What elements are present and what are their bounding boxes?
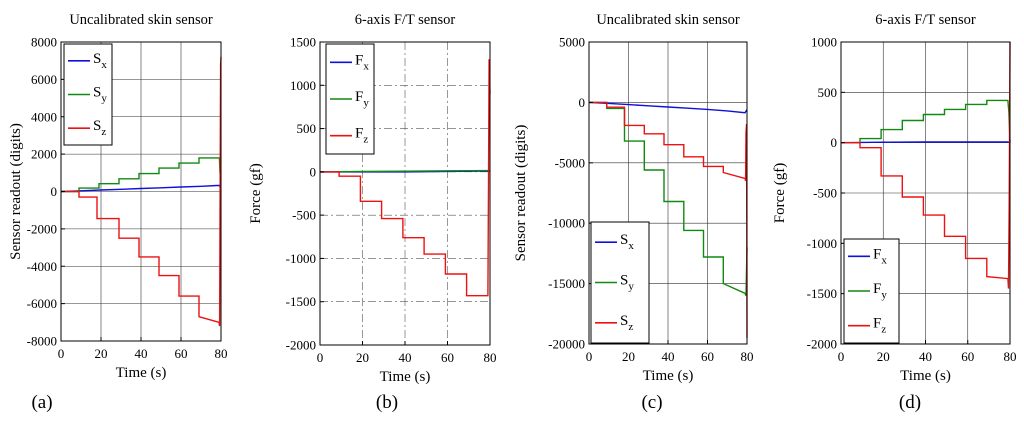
x-tick-label: 40 [399,350,412,365]
panel-label: (a) [31,392,52,413]
y-axis-label: Sensor readout (digits) [8,123,24,260]
x-tick-label: 60 [175,346,188,361]
chart-panel-c: Uncalibrated skin sensor 0 20 40 60 80 -20000 -… [513,12,754,413]
x-tick-label: 20 [95,346,108,361]
chart-panel-b: 6-axis F/T sensor 0 20 40 60 80 -2000 -1500 -100… [248,12,497,413]
chart-title: 6-axis F/T sensor [875,12,976,28]
y-tick-label: 0 [831,135,838,150]
legend-label-y: Fy [355,89,369,109]
x-tick-label: 60 [441,350,454,365]
y-tick-label: -500 [292,208,316,223]
x-tick-label: 40 [662,349,675,364]
chart-panel-a: Uncalibrated skin sensor 0 20 40 60 80 -8000 -6… [8,12,228,413]
legend-label-z: Fz [873,316,886,336]
x-axis-label: Time (s) [380,369,431,385]
x-tick-label: 60 [701,349,714,364]
y-tick-label: -5000 [555,155,585,170]
chart-panel-d: 6-axis F/T sensor 0 20 40 60 80 -2000 -1500 -100… [772,12,1017,413]
legend-label-y: Sy [93,85,107,105]
y-tick-label: -1500 [807,286,837,301]
series-line-z [589,101,748,339]
y-tick-label: -15000 [548,276,585,291]
y-tick-label: -2000 [286,338,316,353]
legend-label-y: Fy [873,281,887,301]
y-tick-label: -1000 [807,236,837,251]
y-tick-label: 5000 [559,35,585,50]
legend-label-x: Sx [93,51,107,71]
x-tick-label: 80 [1004,349,1017,364]
legend-label-x: Sx [620,232,634,252]
x-tick-label: 0 [586,349,593,364]
series-line-y [841,99,1011,144]
x-axis-label: Time (s) [116,365,167,381]
y-tick-label: 0 [310,164,317,179]
legend-label-z: Fz [355,126,368,146]
series-line-z [320,59,491,297]
y-tick-label: -8000 [27,334,57,349]
y-tick-label: 1000 [811,35,837,50]
chart-title: 6-axis F/T sensor [355,12,456,28]
y-tick-label: 4000 [31,109,57,124]
y-tick-label: -1500 [286,294,316,309]
x-tick-label: 80 [215,346,228,361]
legend-label-x: Fx [355,52,369,72]
y-tick-label: 0 [579,95,586,110]
y-axis-label: Force (gf) [248,163,264,223]
panel-label: (d) [899,392,921,413]
y-tick-label: -20000 [548,337,585,352]
x-tick-label: 0 [317,350,324,365]
y-tick-label: 500 [297,121,317,136]
legend: Sx Sy Sz [590,221,650,344]
legend: Fx Fy Fz [843,238,900,344]
y-tick-label: 500 [818,85,838,100]
y-tick-label: -500 [813,186,837,201]
legend-label-y: Sy [620,273,634,293]
legend-label-z: Sz [93,118,106,138]
x-tick-label: 80 [741,349,754,364]
x-tick-label: 0 [58,346,65,361]
y-tick-label: -1000 [286,251,316,266]
series-line-x [840,141,1011,144]
x-tick-label: 40 [135,346,148,361]
x-tick-label: 80 [484,350,497,365]
y-axis-label: Force (gf) [772,163,788,223]
x-tick-label: 20 [622,349,635,364]
y-tick-label: 0 [51,184,58,199]
series-line-y [589,101,748,296]
y-tick-label: -6000 [27,296,57,311]
x-tick-label: 20 [877,349,890,364]
x-axis-label: Time (s) [643,368,694,384]
y-tick-label: 2000 [31,147,57,162]
y-tick-label: -10000 [548,216,585,231]
y-tick-label: 1000 [290,78,316,93]
series-line-z [61,56,222,327]
y-tick-label: 6000 [31,72,57,87]
series-line-y [61,157,222,193]
chart-title: Uncalibrated skin sensor [596,12,740,28]
y-tick-label: 8000 [31,35,57,50]
y-axis-label: Sensor readout (digits) [513,125,529,262]
legend: Sx Sy Sz [63,43,113,146]
x-tick-label: 0 [838,349,845,364]
x-tick-label: 40 [919,349,932,364]
legend: Fx Fy Fz [325,43,375,155]
y-tick-label: -2000 [27,221,57,236]
y-tick-label: 1500 [290,35,316,50]
series-line-z [841,41,1011,289]
panel-label: (b) [376,392,398,413]
x-tick-label: 60 [961,349,974,364]
x-tick-label: 20 [356,350,369,365]
panel-label: (c) [641,392,662,413]
y-tick-label: -4000 [27,259,57,274]
legend-label-z: Sz [620,313,633,333]
legend-label-x: Fx [873,246,887,266]
series-line-x [588,101,748,114]
x-axis-label: Time (s) [900,368,951,384]
y-tick-label: -2000 [807,337,837,352]
chart-title: Uncalibrated skin sensor [69,12,213,28]
